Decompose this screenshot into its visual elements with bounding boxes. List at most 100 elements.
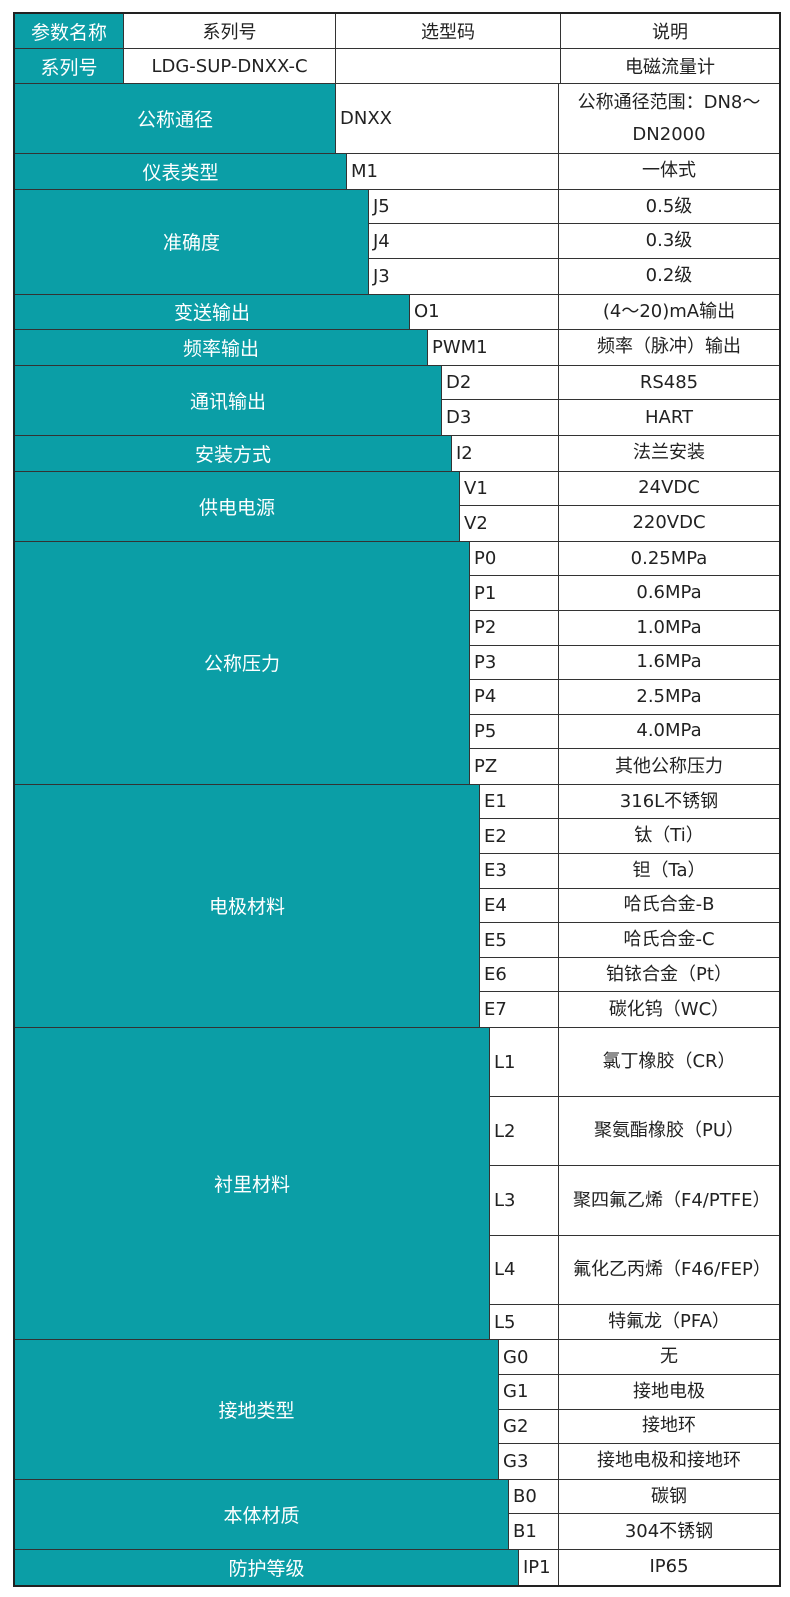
option-row: J4 0.3级 — [369, 224, 779, 259]
series-row: 系列号 LDG-SUP-DNXX-C 电磁流量计 — [15, 49, 779, 84]
option-desc: 316L不锈钢 — [619, 790, 719, 812]
option-row: B0 碳钢 — [509, 1479, 779, 1515]
param-name: 公称压力 — [15, 541, 470, 784]
option-code: I2 — [452, 435, 559, 471]
option-row: E3 钽（Ta） — [480, 854, 779, 889]
group-row: 安装方式 I2 法兰安装 — [15, 435, 779, 472]
option-row: V1 24VDC — [460, 471, 779, 507]
option-desc: 接地电极和接地环 — [597, 1450, 741, 1472]
option-desc: 1.6MPa — [636, 651, 702, 673]
group-row: 频率输出 PWM1 频率（脉冲）输出 — [15, 330, 779, 366]
option-desc: 聚氨酯橡胶（PU） — [593, 1120, 745, 1142]
option-row: L4 氟化乙丙烯（F46/FEP） — [490, 1235, 779, 1305]
option-desc: 哈氏合金-C — [623, 929, 715, 951]
option-row: V2 220VDC — [460, 506, 779, 541]
option-row: E4 哈氏合金-B — [480, 888, 779, 924]
option-desc: 哈氏合金-B — [623, 894, 715, 916]
series-code — [336, 49, 561, 83]
option-code: B0 — [509, 1479, 559, 1514]
group-row: 公称压力 P0 0.25MPa P1 0.6MPa P2 1.0MPa P3 1.6MPa P4 2… — [15, 541, 779, 785]
param-name: 本体材质 — [15, 1479, 509, 1549]
param-name: 变送输出 — [15, 294, 410, 330]
option-row: M1 一体式 — [347, 154, 779, 189]
group-row: 电极材料 E1 316L不锈钢 E2 钛（Ti） E3 钽（Ta） E4 哈氏合金-B E5 哈氏合… — [15, 784, 779, 1029]
option-code: L4 — [490, 1235, 559, 1304]
param-name: 衬里材料 — [15, 1028, 490, 1340]
option-row: L3 聚四氟乙烯（F4/PTFE） — [490, 1166, 779, 1236]
group-row: 仪表类型 M1 一体式 — [15, 154, 779, 190]
option-row: P2 1.0MPa — [470, 610, 779, 646]
option-row: L2 聚氨酯橡胶（PU） — [490, 1097, 779, 1167]
param-name: 频率输出 — [15, 330, 428, 365]
option-code: PZ — [470, 749, 559, 784]
option-code: E1 — [480, 784, 559, 819]
option-code: PWM1 — [428, 330, 559, 365]
option-code: O1 — [410, 294, 559, 330]
group-row: 供电电源 V1 24VDC V2 220VDC — [15, 471, 779, 542]
option-row: E1 316L不锈钢 — [480, 784, 779, 820]
option-code: E5 — [480, 923, 559, 957]
option-code: P2 — [470, 610, 559, 645]
option-code: G2 — [499, 1409, 559, 1444]
group-row: 接地类型 G0 无 G1 接地电极 G2 接地环 G3 接地电极和接地环 — [15, 1340, 779, 1480]
option-row: P1 0.6MPa — [470, 576, 779, 611]
option-row: PZ 其他公称压力 — [470, 749, 779, 784]
group-row: 通讯输出 D2 RS485 D3 HART — [15, 365, 779, 436]
param-name: 通讯输出 — [15, 365, 442, 435]
option-code: G3 — [499, 1444, 559, 1479]
option-code: L1 — [490, 1028, 559, 1097]
option-code: L2 — [490, 1097, 559, 1166]
group-row: 公称通径 DNXX 公称通径范围：DN8～DN2000 — [15, 84, 779, 155]
option-desc: 0.3级 — [645, 230, 693, 252]
group-row: 衬里材料 L1 氯丁橡胶（CR） L2 聚氨酯橡胶（PU） L3 聚四氟乙烯（F4/PTFE… — [15, 1028, 779, 1341]
group-row: 本体材质 B0 碳钢 B1 304不锈钢 — [15, 1479, 779, 1550]
option-desc: 公称通径范围：DN8～DN2000 — [577, 91, 761, 145]
option-row: D2 RS485 — [442, 365, 779, 401]
option-desc: 频率（脉冲）输出 — [597, 336, 741, 358]
series-label: 系列号 — [15, 49, 124, 83]
option-row: L5 特氟龙（PFA） — [490, 1304, 779, 1340]
option-desc: 1.0MPa — [636, 616, 702, 638]
option-code: E6 — [480, 957, 559, 992]
option-row: E5 哈氏合金-C — [480, 923, 779, 958]
option-row: DNXX 公称通径范围：DN8～DN2000 — [336, 84, 779, 154]
option-desc: 铂铱合金（Pt） — [606, 963, 732, 985]
param-name: 防护等级 — [15, 1549, 519, 1585]
option-desc: 无 — [660, 1346, 678, 1368]
option-desc: 钛（Ti） — [634, 825, 704, 847]
option-desc: IP65 — [649, 1556, 689, 1578]
option-desc: 特氟龙（PFA） — [608, 1311, 730, 1333]
param-name: 公称通径 — [15, 84, 336, 154]
option-desc: 0.25MPa — [630, 547, 708, 569]
selection-table: 参数名称 系列号 选型码 说明 系列号 LDG-SUP-DNXX-C 电磁流量计… — [13, 12, 781, 1587]
option-desc: 一体式 — [642, 160, 696, 182]
option-code: E4 — [480, 888, 559, 923]
option-desc: 0.6MPa — [636, 582, 702, 604]
option-row: I2 法兰安装 — [452, 435, 779, 471]
param-name: 仪表类型 — [15, 154, 347, 189]
option-code: P0 — [470, 541, 559, 576]
option-row: PWM1 频率（脉冲）输出 — [428, 330, 779, 365]
option-row: G0 无 — [499, 1340, 779, 1375]
option-desc: 氯丁橡胶（CR） — [602, 1051, 736, 1073]
option-code: E3 — [480, 854, 559, 888]
option-row: E2 钛（Ti） — [480, 819, 779, 855]
option-desc: 220VDC — [632, 512, 706, 534]
option-code: G1 — [499, 1374, 559, 1409]
option-desc: 接地环 — [642, 1415, 696, 1437]
option-desc: 法兰安装 — [633, 442, 705, 464]
option-row: G2 接地环 — [499, 1409, 779, 1445]
header-row: 参数名称 系列号 选型码 说明 — [15, 14, 779, 49]
option-code: P3 — [470, 645, 559, 680]
option-row: J5 0.5级 — [369, 189, 779, 225]
option-code: J3 — [369, 258, 559, 294]
option-row: D3 HART — [442, 400, 779, 435]
option-row: E6 铂铱合金（Pt） — [480, 957, 779, 993]
option-code: J4 — [369, 224, 559, 258]
option-code: V1 — [460, 471, 559, 506]
option-row: G1 接地电极 — [499, 1374, 779, 1410]
option-desc: RS485 — [639, 371, 699, 393]
group-row: 变送输出 O1 (4～20)mA输出 — [15, 294, 779, 331]
option-code: L3 — [490, 1166, 559, 1235]
option-desc: 碳化钨（WC） — [608, 998, 730, 1020]
